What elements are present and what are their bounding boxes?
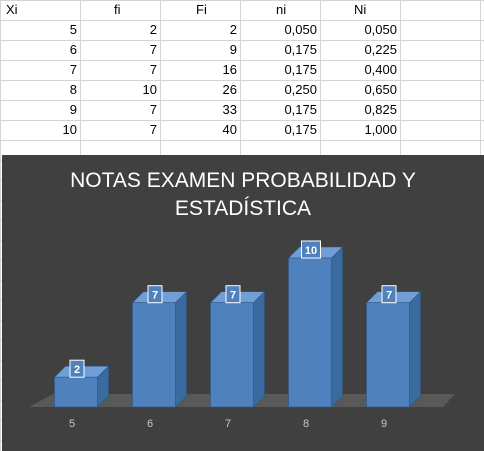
chart-title-line-2: ESTADÍSTICA — [174, 197, 312, 220]
bar-chart-plot[interactable]: 2 5 7 6 7 7 10 8 7 9 — [2, 155, 484, 451]
cell-Ni[interactable]: 0,050 — [364, 22, 397, 37]
empty-cell[interactable] — [400, 0, 480, 20]
bar[interactable] — [366, 302, 410, 408]
cell-fi[interactable]: 7 — [149, 42, 157, 57]
data-label: 10 — [305, 245, 317, 257]
header-ni[interactable]: ni — [276, 2, 287, 17]
x-tick-label: 9 — [381, 418, 387, 430]
cell-fi[interactable]: 7 — [149, 102, 157, 117]
bar-side — [409, 290, 421, 408]
cell-Fi[interactable]: 33 — [222, 102, 237, 117]
cell-ni[interactable]: 0,175 — [284, 62, 317, 77]
data-label-box — [381, 285, 397, 304]
cell-Ni[interactable]: 1,000 — [364, 122, 397, 137]
header-fi[interactable]: fi — [114, 2, 121, 17]
data-label: 7 — [230, 290, 236, 302]
cell-xi[interactable]: 9 — [69, 102, 77, 117]
cell-Fi[interactable]: 2 — [229, 22, 237, 37]
cell-xi[interactable]: 7 — [69, 62, 77, 77]
header-Fi[interactable]: Fi — [196, 2, 207, 17]
table-row: 7 7 16 0,175 0,400 — [0, 60, 484, 80]
table-row: 8 10 26 0,250 0,650 — [0, 80, 484, 100]
cell-fi[interactable]: 2 — [149, 22, 157, 37]
table-row: 9 7 33 0,175 0,825 — [0, 100, 484, 120]
cell-fi[interactable]: 10 — [142, 82, 157, 97]
cell-ni[interactable]: 0,050 — [284, 22, 317, 37]
cell-Fi[interactable]: 40 — [222, 122, 237, 137]
data-label: 2 — [74, 364, 80, 376]
cell-fi[interactable]: 7 — [149, 62, 157, 77]
data-label-box — [69, 359, 85, 378]
header-row: Xi fi Fi ni Ni — [0, 0, 484, 20]
cell-ni[interactable]: 0,175 — [284, 42, 317, 57]
cell-Ni[interactable]: 0,650 — [364, 82, 397, 97]
cell-Fi[interactable]: 26 — [222, 82, 237, 97]
data-label: 7 — [386, 290, 392, 302]
header-Ni[interactable]: Ni — [354, 2, 367, 17]
bar[interactable] — [210, 302, 254, 408]
data-label-box — [301, 240, 321, 259]
cell-Ni[interactable]: 0,825 — [364, 102, 397, 117]
chart-title-line-1: NOTAS EXAMEN PROBABILIDAD Y — [70, 169, 416, 192]
cell-Ni[interactable]: 0,225 — [364, 42, 397, 57]
cell-xi[interactable]: 5 — [69, 22, 77, 37]
bar[interactable] — [132, 302, 176, 408]
cell-xi[interactable]: 6 — [69, 42, 77, 57]
bar[interactable] — [288, 257, 332, 408]
bar-side — [253, 290, 265, 408]
bar-side — [175, 290, 187, 408]
table-row: 6 7 9 0,175 0,225 — [0, 40, 484, 60]
bar[interactable] — [54, 376, 98, 408]
embedded-chart[interactable]: NOTAS EXAMEN PROBABILIDAD Y ESTADÍSTICA … — [2, 155, 484, 451]
header-xi[interactable]: Xi — [6, 2, 18, 17]
data-label-box — [147, 285, 163, 304]
cell-Fi[interactable]: 9 — [229, 42, 237, 57]
cell-Fi[interactable]: 16 — [222, 62, 237, 77]
chart-title[interactable]: NOTAS EXAMEN PROBABILIDAD Y ESTADÍSTICA — [2, 167, 484, 223]
table-row: 5 2 2 0,050 0,050 — [0, 20, 484, 40]
x-tick-label: 5 — [69, 418, 75, 430]
cell-xi[interactable]: 8 — [69, 82, 77, 97]
cell-Ni[interactable]: 0,400 — [364, 62, 397, 77]
cell-xi[interactable]: 10 — [62, 122, 77, 137]
x-tick-label: 8 — [303, 418, 309, 430]
data-label: 7 — [152, 290, 158, 302]
cell-ni[interactable]: 0,250 — [284, 82, 317, 97]
bar-side — [331, 246, 343, 408]
x-tick-label: 6 — [147, 418, 153, 430]
cell-ni[interactable]: 0,175 — [284, 102, 317, 117]
data-label-box — [225, 285, 241, 304]
x-tick-label: 7 — [225, 418, 231, 430]
cell-ni[interactable]: 0,175 — [284, 122, 317, 137]
table-row: 10 7 40 0,175 1,000 — [0, 120, 484, 140]
cell-fi[interactable]: 7 — [149, 122, 157, 137]
